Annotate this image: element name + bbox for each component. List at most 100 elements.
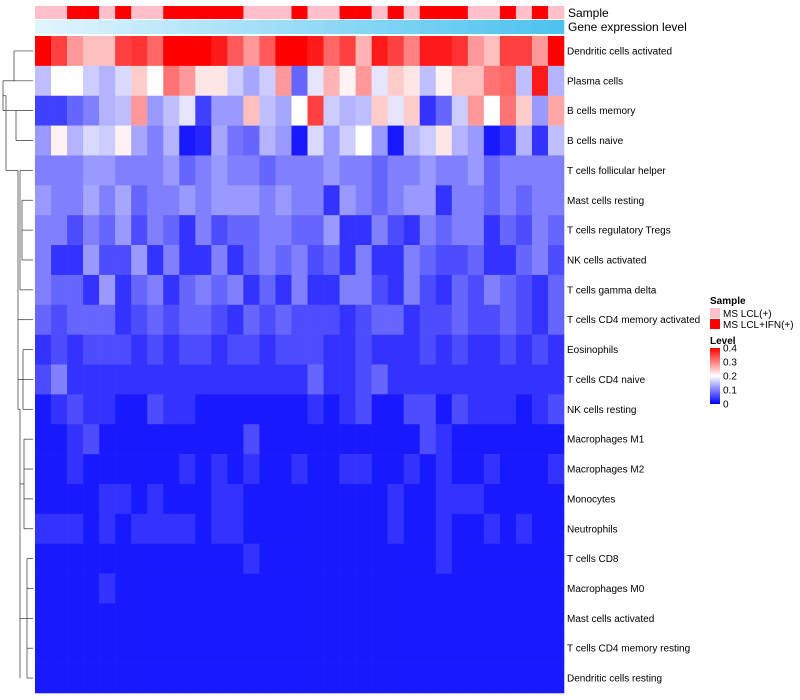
heatmap-cell	[99, 65, 116, 97]
gene-cell	[227, 20, 244, 34]
heatmap-cell	[67, 215, 84, 246]
heatmap-cell	[531, 36, 549, 67]
heatmap-cell	[467, 663, 485, 694]
heatmap-cell	[115, 513, 132, 544]
heatmap-cell	[67, 454, 84, 485]
heatmap-cell	[51, 185, 68, 216]
heatmap-cell	[531, 304, 549, 335]
heatmap-cell	[211, 304, 228, 335]
heatmap-cell	[515, 215, 533, 246]
heatmap-cell	[339, 573, 356, 604]
heatmap-cell	[67, 245, 84, 276]
row-label: Mast cells resting	[567, 196, 644, 207]
heatmap-cell	[99, 185, 116, 216]
heatmap-cell	[99, 245, 116, 276]
heatmap-cell	[435, 36, 453, 67]
heatmap-cell	[371, 215, 388, 246]
heatmap-cell	[515, 334, 533, 365]
heatmap-cell	[67, 513, 84, 544]
heatmap-cell	[51, 483, 68, 515]
heatmap-cell	[467, 394, 485, 425]
heatmap-cell	[115, 36, 132, 67]
heatmap-cell	[227, 633, 244, 664]
heatmap-cell	[371, 543, 388, 574]
heatmap-cell	[307, 185, 324, 216]
heatmap-cell	[515, 95, 533, 126]
heatmap-cell	[179, 304, 196, 335]
heatmap-cell	[99, 95, 116, 126]
heatmap-cell	[451, 483, 469, 515]
heatmap-cell	[419, 483, 437, 515]
heatmap-cell	[67, 424, 84, 455]
heatmap-cell	[35, 483, 52, 515]
heatmap-cell	[259, 245, 276, 276]
heatmap-cell	[195, 424, 212, 455]
heatmap-cell	[531, 513, 549, 544]
heatmap-cell	[403, 543, 421, 574]
heatmap-cell	[211, 543, 228, 574]
heatmap-cell	[115, 95, 132, 126]
heatmap-cell	[499, 513, 517, 544]
heatmap-cell	[131, 543, 148, 574]
heatmap-cell	[467, 454, 485, 485]
heatmap-cell	[99, 155, 116, 186]
heatmap-cell	[483, 424, 501, 455]
heatmap-cell	[51, 633, 68, 664]
heatmap-cell	[467, 424, 485, 455]
heatmap-cell	[467, 274, 485, 306]
heatmap-cell	[51, 543, 68, 574]
heatmap-cell	[467, 95, 485, 126]
heatmap-cell	[115, 215, 132, 246]
heatmap-cell	[419, 543, 437, 574]
heatmap-cell	[531, 573, 549, 604]
heatmap-cell	[179, 95, 196, 126]
heatmap-cell	[211, 215, 228, 246]
heatmap-cell	[291, 95, 308, 126]
heatmap-cell	[115, 334, 132, 365]
heatmap-cell	[211, 245, 228, 276]
heatmap-cell	[35, 454, 52, 485]
heatmap-cell	[147, 36, 164, 67]
heatmap-cell	[211, 394, 228, 425]
heatmap-cell	[307, 573, 324, 604]
heatmap-cell	[387, 274, 404, 306]
heatmap-cell	[195, 543, 212, 574]
heatmap-cell	[307, 155, 324, 186]
sample-cell	[163, 6, 180, 19]
heatmap-cell	[67, 65, 84, 97]
heatmap-cell	[387, 633, 404, 664]
heatmap-cell	[339, 663, 356, 694]
heatmap-cell	[499, 454, 517, 485]
heatmap-cell	[291, 125, 308, 156]
heatmap-cell	[83, 65, 100, 97]
heatmap-cell	[371, 603, 388, 634]
heatmap-cell	[531, 334, 549, 365]
heatmap-cell	[531, 245, 549, 276]
heatmap-cell	[67, 185, 84, 216]
heatmap-cell	[435, 364, 453, 395]
heatmap-cell	[227, 454, 244, 485]
heatmap-cell	[307, 424, 324, 455]
heatmap-cell	[291, 663, 308, 694]
heatmap-cell	[99, 334, 116, 365]
heatmap-cell	[291, 304, 308, 335]
heatmap-cell	[163, 513, 180, 544]
heatmap-cell	[531, 603, 549, 634]
heatmap-cell	[147, 543, 164, 574]
heatmap-cell	[499, 215, 517, 246]
gene-expression-track	[35, 20, 565, 34]
heatmap-cell	[83, 274, 100, 306]
heatmap-cell	[355, 364, 372, 395]
heatmap-cells	[35, 36, 565, 694]
heatmap-cell	[531, 543, 549, 574]
heatmap-cell	[323, 364, 340, 395]
heatmap-cell	[275, 274, 292, 306]
heatmap-cell	[243, 125, 260, 156]
heatmap-cell	[435, 95, 453, 126]
heatmap-cell	[499, 245, 517, 276]
heatmap-cell	[83, 95, 100, 126]
heatmap-cell	[195, 483, 212, 515]
heatmap-cell	[243, 334, 260, 365]
heatmap-cell	[547, 424, 565, 455]
heatmap-cell	[195, 95, 212, 126]
